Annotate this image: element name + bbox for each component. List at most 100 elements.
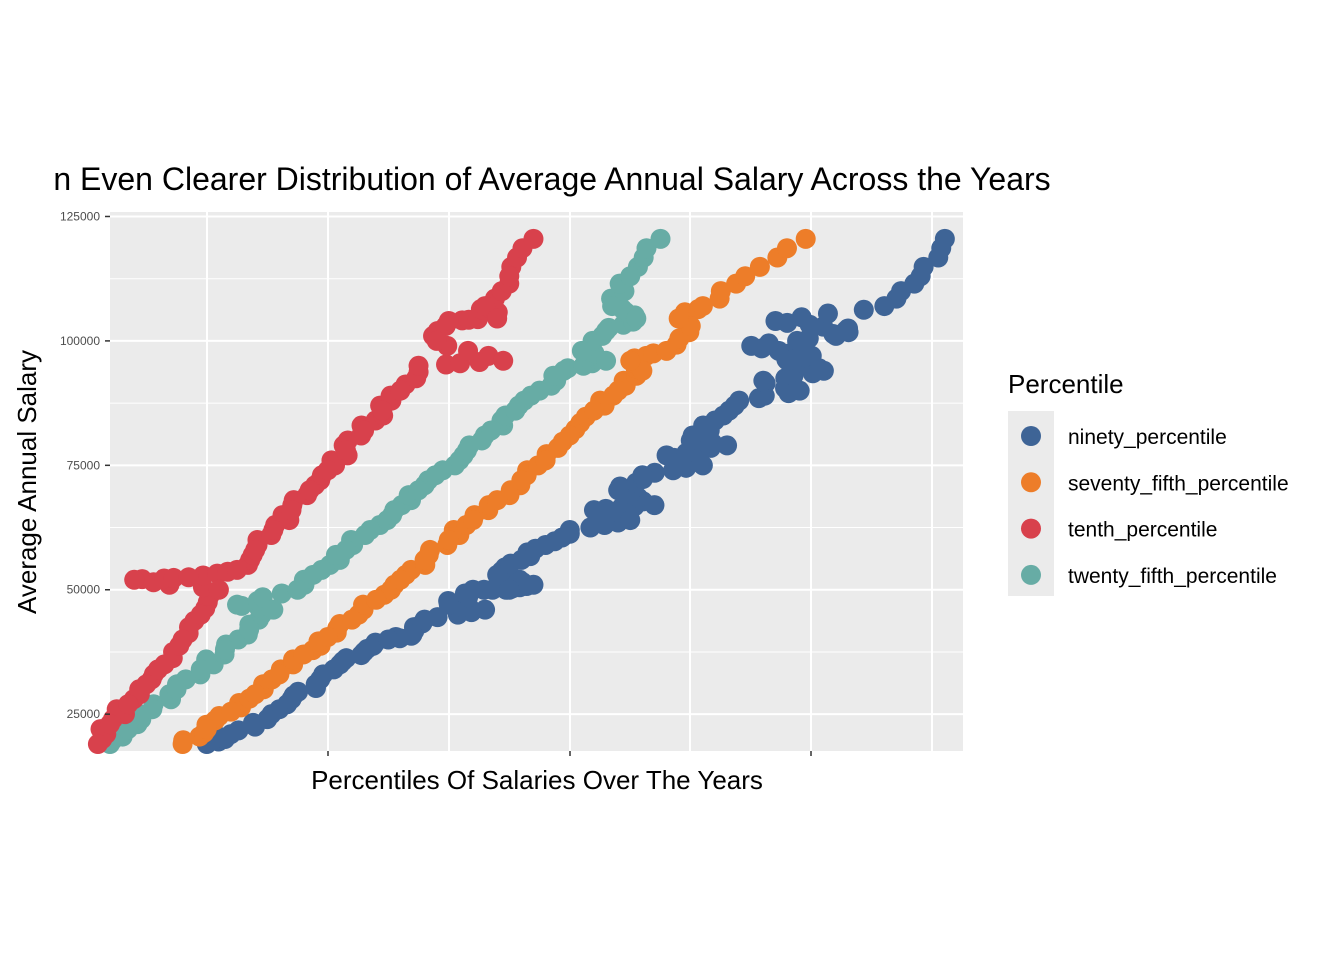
point-tenth_percentile [390,380,411,401]
point-seventy_fifth_percentile [710,281,731,302]
point-ninety_percentile [813,360,834,381]
point-twenty_fifth_percentile [142,699,163,720]
point-tenth_percentile [154,654,175,675]
point-tenth_percentile [372,400,393,421]
point-ninety_percentile [559,520,580,541]
point-seventy_fifth_percentile [735,266,756,287]
point-ninety_percentile [535,534,556,555]
point-ninety_percentile [475,599,496,620]
point-twenty_fifth_percentile [239,619,260,640]
point-twenty_fifth_percentile [263,599,284,620]
panel-background [110,212,963,751]
point-tenth_percentile [178,567,199,588]
legend-entries: ninety_percentile seventy_fifth_percentil… [1008,411,1289,596]
point-seventy_fifth_percentile [620,350,641,371]
x-axis-label: Percentiles Of Salaries Over The Years [311,765,763,795]
point-tenth_percentile [493,350,514,371]
point-ninety_percentile [499,579,520,600]
series-seventy_fifth_percentile [172,228,816,755]
point-ninety_percentile [910,266,931,287]
point-ninety_percentile [523,574,544,595]
point-ninety_percentile [680,430,701,451]
chart-title: n Even Clearer Distribution of Average A… [53,161,1050,197]
point-ninety_percentile [765,310,786,331]
point-seventy_fifth_percentile [293,644,314,665]
point-seventy_fifth_percentile [608,380,629,401]
point-ninety_percentile [644,495,665,516]
point-ninety_percentile [801,345,822,366]
point-tenth_percentile [354,420,375,441]
point-tenth_percentile [458,340,479,361]
point-seventy_fifth_percentile [462,510,483,531]
y-axis: 25000 50000 75000 100000 125000 [60,209,110,721]
point-tenth_percentile [475,296,496,317]
point-seventy_fifth_percentile [487,490,508,511]
series-twenty_fifth_percentile [100,228,671,755]
point-ninety_percentile [378,629,399,650]
point-seventy_fifth_percentile [749,256,770,277]
point-ninety_percentile [402,624,423,645]
point-tenth_percentile [87,734,108,755]
point-ninety_percentile [741,335,762,356]
point-ninety_percentile [632,465,653,486]
point-twenty_fifth_percentile [271,583,292,604]
point-seventy_fifth_percentile [341,609,362,630]
data-points [87,228,955,755]
point-tenth_percentile [426,330,447,351]
point-seventy_fifth_percentile [317,627,338,648]
legend-key-tenth_percentile [1021,518,1041,539]
point-tenth_percentile [263,520,284,541]
point-ninety_percentile [487,564,508,585]
point-twenty_fifth_percentile [335,539,356,560]
legend-title: Percentile [1008,369,1124,399]
y-tick-label: 125000 [60,209,100,223]
legend-key-seventy_fifth_percentile [1021,472,1041,493]
point-tenth_percentile [523,228,544,249]
point-tenth_percentile [317,460,338,481]
point-twenty_fifth_percentile [384,500,405,521]
point-ninety_percentile [692,455,713,476]
point-seventy_fifth_percentile [269,664,290,685]
series-tenth_percentile [87,228,544,755]
point-tenth_percentile [335,440,356,461]
point-twenty_fifth_percentile [626,308,647,329]
point-tenth_percentile [408,355,429,376]
point-seventy_fifth_percentile [366,589,387,610]
point-twenty_fifth_percentile [596,350,617,371]
point-seventy_fifth_percentile [438,529,459,550]
point-ninety_percentile [608,480,629,501]
point-seventy_fifth_percentile [535,450,556,471]
point-ninety_percentile [729,390,750,411]
legend-label-tenth_percentile: tenth_percentile [1068,519,1217,542]
y-tick-label: 75000 [67,458,101,472]
point-tenth_percentile [136,674,157,695]
x-axis [327,751,812,756]
point-twenty_fifth_percentile [505,400,526,421]
point-ninety_percentile [583,500,604,521]
point-twenty_fifth_percentile [529,380,550,401]
point-tenth_percentile [499,266,520,287]
point-ninety_percentile [704,410,725,431]
point-tenth_percentile [163,567,184,588]
y-tick-label: 25000 [67,707,101,721]
point-twenty_fifth_percentile [602,296,623,317]
point-ninety_percentile [305,674,326,695]
point-seventy_fifth_percentile [220,701,241,722]
point-twenty_fifth_percentile [553,360,574,381]
point-ninety_percentile [758,333,779,354]
point-twenty_fifth_percentile [636,238,657,259]
point-twenty_fifth_percentile [118,719,139,740]
point-ninety_percentile [838,318,859,339]
point-ninety_percentile [329,654,350,675]
point-ninety_percentile [462,579,483,600]
point-ninety_percentile [511,549,532,570]
point-twenty_fifth_percentile [620,266,641,287]
point-tenth_percentile [100,714,120,735]
point-ninety_percentile [656,445,677,466]
point-ninety_percentile [620,510,641,531]
point-seventy_fifth_percentile [390,569,411,590]
point-tenth_percentile [190,604,211,625]
point-ninety_percentile [438,594,459,615]
point-tenth_percentile [281,500,302,521]
